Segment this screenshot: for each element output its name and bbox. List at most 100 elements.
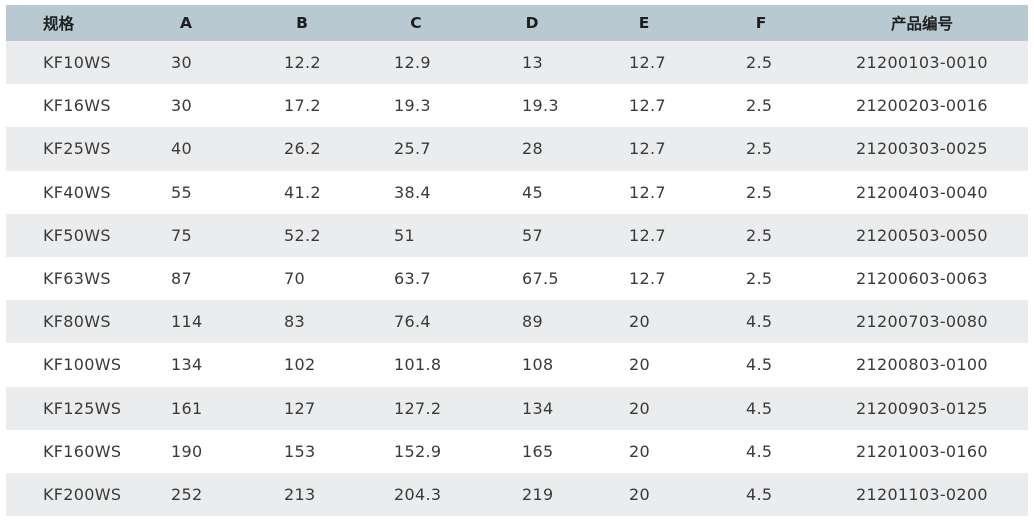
cell-c: 38.4 [394, 182, 431, 202]
cell-product-code: 21200403-0040 [856, 182, 988, 202]
header-product-code: 产品编号 [890, 15, 953, 33]
cell-spec: KF25WS [43, 139, 111, 159]
cell-e: 12.7 [629, 139, 666, 159]
cell-e: 12.7 [629, 53, 666, 73]
cell-b: 153 [284, 441, 316, 461]
cell-f: 2.5 [746, 182, 773, 202]
cell-e: 20 [629, 398, 650, 418]
cell-product-code: 21201103-0200 [856, 484, 988, 504]
cell-a: 190 [171, 441, 203, 461]
cell-spec: KF160WS [43, 441, 122, 461]
cell-spec: KF200WS [43, 484, 122, 504]
header-e: E [638, 14, 650, 32]
cell-spec: KF63WS [43, 269, 111, 289]
cell-d: 19.3 [522, 96, 559, 116]
cell-e: 12.7 [629, 96, 666, 116]
cell-c: 127.2 [394, 398, 442, 418]
cell-product-code: 21200103-0010 [856, 53, 988, 73]
cell-e: 20 [629, 441, 650, 461]
cell-c: 51 [394, 225, 415, 245]
header-c: C [410, 14, 422, 32]
table-row: KF100WS 134 102 101.8 108 20 4.5 2120080… [6, 343, 1028, 387]
cell-c: 63.7 [394, 269, 431, 289]
cell-product-code: 21200203-0016 [856, 96, 988, 116]
cell-b: 17.2 [284, 96, 321, 116]
cell-b: 26.2 [284, 139, 321, 159]
cell-b: 213 [284, 484, 316, 504]
table-row: KF40WS 55 41.2 38.4 45 12.7 2.5 21200403… [6, 170, 1028, 214]
cell-a: 75 [171, 225, 192, 245]
cell-d: 108 [522, 355, 554, 375]
header-spec: 规格 [43, 15, 75, 33]
header-d: D [525, 14, 539, 32]
cell-a: 134 [171, 355, 203, 375]
cell-f: 2.5 [746, 225, 773, 245]
cell-f: 2.5 [746, 269, 773, 289]
cell-f: 2.5 [746, 53, 773, 73]
cell-d: 57 [522, 225, 543, 245]
cell-c: 19.3 [394, 96, 431, 116]
cell-a: 252 [171, 484, 203, 504]
table-row: KF50WS 75 52.2 51 57 12.7 2.5 21200503-0… [6, 213, 1028, 257]
cell-e: 12.7 [629, 269, 666, 289]
cell-f: 2.5 [746, 96, 773, 116]
cell-a: 40 [171, 139, 192, 159]
cell-product-code: 21200803-0100 [856, 355, 988, 375]
cell-spec: KF10WS [43, 53, 111, 73]
cell-d: 134 [522, 398, 554, 418]
table-row: KF10WS 30 12.2 12.9 13 12.7 2.5 21200103… [6, 41, 1028, 85]
cell-a: 30 [171, 96, 192, 116]
cell-product-code: 21200603-0063 [856, 269, 988, 289]
cell-b: 52.2 [284, 225, 321, 245]
table-row: KF25WS 40 26.2 25.7 28 12.7 2.5 21200303… [6, 127, 1028, 171]
cell-d: 13 [522, 53, 543, 73]
cell-b: 41.2 [284, 182, 321, 202]
cell-f: 4.5 [746, 355, 773, 375]
table-row: KF160WS 190 153 152.9 165 20 4.5 2120100… [6, 429, 1028, 473]
cell-d: 219 [522, 484, 554, 504]
header-b: B [296, 14, 308, 32]
cell-d: 89 [522, 312, 543, 332]
table-row: KF200WS 252 213 204.3 219 20 4.5 2120110… [6, 472, 1028, 517]
cell-d: 165 [522, 441, 554, 461]
cell-f: 4.5 [746, 441, 773, 461]
cell-spec: KF125WS [43, 398, 122, 418]
cell-b: 127 [284, 398, 316, 418]
cell-product-code: 21200503-0050 [856, 225, 988, 245]
cell-spec: KF40WS [43, 182, 111, 202]
cell-c: 152.9 [394, 441, 442, 461]
cell-a: 161 [171, 398, 203, 418]
cell-c: 101.8 [394, 355, 442, 375]
cell-product-code: 21200903-0125 [856, 398, 988, 418]
cell-f: 4.5 [746, 312, 773, 332]
table-row: KF125WS 161 127 127.2 134 20 4.5 2120090… [6, 386, 1028, 430]
cell-f: 4.5 [746, 484, 773, 504]
cell-e: 12.7 [629, 225, 666, 245]
header-a: A [180, 14, 192, 32]
cell-a: 114 [171, 312, 203, 332]
table-row: KF16WS 30 17.2 19.3 19.3 12.7 2.5 212002… [6, 84, 1028, 128]
cell-f: 2.5 [746, 139, 773, 159]
cell-a: 30 [171, 53, 192, 73]
cell-c: 12.9 [394, 53, 431, 73]
cell-spec: KF80WS [43, 312, 111, 332]
table-row: KF80WS 114 83 76.4 89 20 4.5 21200703-00… [6, 300, 1028, 344]
cell-e: 20 [629, 355, 650, 375]
cell-b: 83 [284, 312, 305, 332]
cell-a: 55 [171, 182, 192, 202]
cell-c: 76.4 [394, 312, 431, 332]
cell-f: 4.5 [746, 398, 773, 418]
cell-d: 45 [522, 182, 543, 202]
cell-b: 12.2 [284, 53, 321, 73]
cell-c: 25.7 [394, 139, 431, 159]
cell-e: 20 [629, 312, 650, 332]
cell-spec: KF100WS [43, 355, 122, 375]
cell-product-code: 21201003-0160 [856, 441, 988, 461]
cell-e: 12.7 [629, 182, 666, 202]
cell-a: 87 [171, 269, 192, 289]
spec-table: 规格 A B C D E F 产品编号 KF10WS 30 12.2 12.9 … [6, 5, 1028, 517]
cell-c: 204.3 [394, 484, 442, 504]
cell-product-code: 21200303-0025 [856, 139, 988, 159]
table-row: KF63WS 87 70 63.7 67.5 12.7 2.5 21200603… [6, 256, 1028, 301]
cell-spec: KF50WS [43, 225, 111, 245]
